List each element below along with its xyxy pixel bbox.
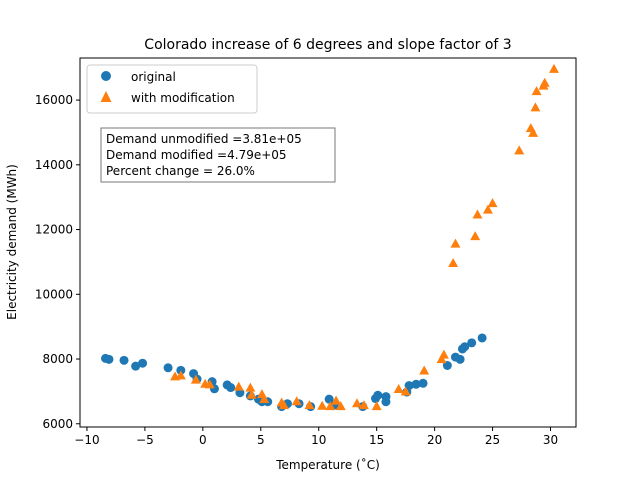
point-with-modification bbox=[291, 396, 302, 406]
point-with-modification bbox=[419, 365, 430, 375]
y-axis-ticks: 6000 8000 10000 12000 14000 16000 bbox=[35, 93, 80, 431]
point-original bbox=[163, 363, 173, 373]
x-tick-label: 20 bbox=[427, 433, 442, 447]
point-with-modification bbox=[304, 400, 315, 410]
y-tick-label: 8000 bbox=[42, 352, 73, 366]
point-with-modification bbox=[470, 231, 481, 241]
point-with-modification bbox=[245, 382, 256, 392]
legend-marker-with-modification bbox=[100, 91, 112, 102]
plot-markers bbox=[100, 63, 559, 412]
point-original bbox=[176, 365, 186, 375]
x-tick-label: 0 bbox=[199, 433, 207, 447]
x-tick-label: 10 bbox=[311, 433, 326, 447]
point-with-modification bbox=[233, 381, 244, 391]
annotation-frame bbox=[100, 127, 336, 183]
point-original bbox=[418, 378, 428, 388]
point-original bbox=[373, 390, 383, 400]
point-with-modification bbox=[175, 370, 186, 380]
point-with-modification bbox=[358, 400, 369, 410]
point-original bbox=[455, 354, 465, 364]
plot-frame bbox=[79, 57, 577, 428]
point-with-modification bbox=[259, 393, 270, 403]
point-with-modification bbox=[531, 86, 542, 96]
y-tick-label: 14000 bbox=[35, 158, 73, 172]
point-with-modification bbox=[514, 145, 525, 155]
point-original bbox=[131, 361, 141, 371]
point-with-modification bbox=[190, 374, 201, 384]
point-with-modification bbox=[448, 258, 459, 268]
point-original bbox=[411, 379, 421, 389]
legend-box bbox=[86, 64, 258, 114]
x-tick-label: 30 bbox=[543, 433, 558, 447]
point-with-modification bbox=[487, 198, 498, 208]
point-original bbox=[467, 338, 477, 348]
point-with-modification bbox=[371, 401, 382, 411]
point-with-modification bbox=[246, 389, 257, 399]
x-tick-label: 5 bbox=[257, 433, 265, 447]
point-with-modification bbox=[325, 401, 336, 411]
annotation-box: Demand unmodified =3.81e+05 Demand modif… bbox=[100, 127, 336, 183]
point-with-modification bbox=[436, 354, 447, 364]
point-with-modification bbox=[351, 398, 362, 408]
point-with-modification bbox=[472, 209, 483, 219]
point-with-modification bbox=[450, 238, 461, 248]
x-axis-ticks: −10 −5 0 5 10 15 20 25 30 bbox=[74, 427, 558, 447]
y-axis-label: Electricity demand (MWh) bbox=[5, 164, 19, 320]
point-original bbox=[138, 358, 148, 368]
legend-label-with-modification: with modification bbox=[131, 91, 235, 105]
x-tick-label: −5 bbox=[136, 433, 154, 447]
point-original bbox=[226, 383, 236, 393]
annotation-demand-modified: Demand modified =4.79e+05 bbox=[106, 148, 287, 162]
x-axis-label: Temperature (˚C) bbox=[275, 457, 380, 472]
legend-marker-original bbox=[101, 71, 111, 81]
point-with-modification bbox=[204, 379, 215, 389]
point-original bbox=[404, 381, 414, 391]
point-original bbox=[477, 333, 487, 343]
point-original bbox=[460, 342, 470, 352]
point-original bbox=[324, 394, 334, 404]
y-tick-label: 6000 bbox=[42, 417, 73, 431]
y-tick-label: 12000 bbox=[35, 223, 73, 237]
point-with-modification bbox=[438, 349, 449, 359]
point-with-modification bbox=[548, 63, 559, 73]
point-with-modification bbox=[317, 400, 328, 410]
point-with-modification bbox=[335, 401, 346, 411]
point-original bbox=[381, 397, 391, 407]
point-original bbox=[119, 355, 129, 365]
point-with-modification bbox=[331, 395, 342, 405]
point-with-modification bbox=[482, 204, 493, 214]
y-tick-label: 16000 bbox=[35, 93, 73, 107]
point-original bbox=[104, 354, 114, 364]
point-with-modification bbox=[530, 102, 541, 112]
chart-title: Colorado increase of 6 degrees and slope… bbox=[144, 37, 511, 53]
x-tick-label: 15 bbox=[369, 433, 384, 447]
point-with-modification bbox=[400, 386, 411, 396]
point-with-modification bbox=[539, 77, 550, 87]
point-with-modification bbox=[393, 383, 404, 393]
x-tick-label: 25 bbox=[485, 433, 500, 447]
y-tick-label: 10000 bbox=[35, 287, 73, 301]
point-with-modification bbox=[528, 127, 539, 137]
point-with-modification bbox=[278, 400, 289, 410]
annotation-demand-unmodified: Demand unmodified =3.81e+05 bbox=[106, 132, 302, 146]
legend-label-original: original bbox=[131, 70, 176, 84]
x-tick-label: −10 bbox=[74, 433, 99, 447]
legend: original with modification bbox=[86, 64, 258, 114]
annotation-percent-change: Percent change = 26.0% bbox=[106, 164, 255, 178]
point-original bbox=[442, 361, 452, 370]
